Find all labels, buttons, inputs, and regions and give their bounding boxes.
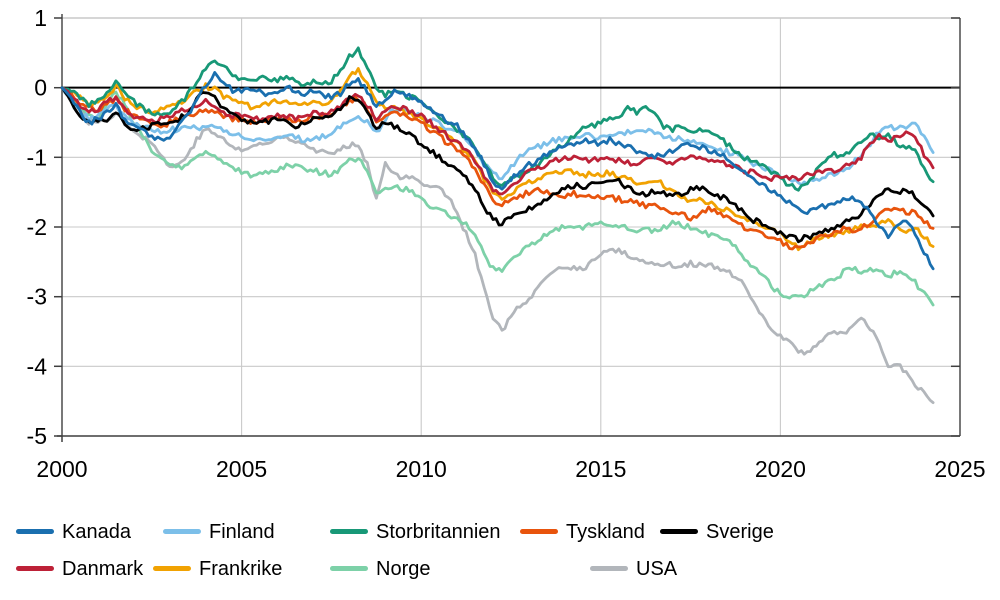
legend-swatch-norge bbox=[330, 566, 368, 571]
legend-label: USA bbox=[636, 557, 678, 580]
legend-swatch-finland bbox=[163, 529, 201, 534]
y-tick-label: -4 bbox=[27, 353, 48, 379]
y-tick-label: -5 bbox=[27, 423, 47, 449]
legend-label: Finland bbox=[209, 520, 275, 543]
legend-label: Norge bbox=[376, 557, 431, 580]
series-line-usa bbox=[60, 86, 935, 404]
legend-swatch-kanada bbox=[16, 529, 54, 534]
legend-swatch-sverige bbox=[660, 529, 698, 534]
legend-item-norge: Norge bbox=[330, 559, 590, 579]
y-tick-label: -1 bbox=[27, 144, 47, 170]
y-tick-label: -3 bbox=[27, 284, 47, 310]
chart-canvas: 1 0 -1 -2 -3 -4 -5 2000 2005 2010 2015 2020 2025 bbox=[27, 5, 986, 482]
legend-swatch-usa bbox=[590, 566, 628, 571]
series-line-tyskland bbox=[60, 86, 935, 251]
legend-row-2: Danmark Frankrike Norge USA bbox=[16, 550, 996, 587]
line-chart: 1 0 -1 -2 -3 -4 -5 2000 2005 2010 2015 2020 2025 bbox=[27, 5, 986, 482]
legend-item-danmark: Danmark bbox=[16, 559, 153, 579]
legend-swatch-storbritannien bbox=[330, 529, 368, 534]
series-line-kanada bbox=[60, 71, 935, 271]
x-tick-label: 2005 bbox=[216, 456, 267, 482]
legend-label: Storbritannien bbox=[376, 520, 501, 543]
y-tick-label: 1 bbox=[34, 5, 47, 31]
x-tick-label: 2020 bbox=[755, 456, 806, 482]
x-tick-label: 2025 bbox=[934, 456, 985, 482]
legend-item-usa: USA bbox=[590, 559, 690, 579]
series-line-sverige bbox=[60, 86, 935, 244]
legend-item-tyskland: Tyskland bbox=[520, 522, 660, 542]
y-tick-label: 0 bbox=[34, 75, 47, 101]
legend-swatch-frankrike bbox=[153, 566, 191, 571]
legend-label: Danmark bbox=[62, 557, 144, 580]
x-tick-label: 2000 bbox=[36, 456, 87, 482]
series-line-finland bbox=[60, 86, 935, 187]
legend: Kanada Finland Storbritannien Tyskland Sveri… bbox=[16, 513, 996, 587]
x-tick-label: 2015 bbox=[575, 456, 626, 482]
legend-item-kanada: Kanada bbox=[16, 522, 163, 542]
legend-row-1: Kanada Finland Storbritannien Tyskland Sveri… bbox=[16, 513, 996, 550]
y-tick-label: -2 bbox=[27, 214, 47, 240]
legend-label: Kanada bbox=[62, 520, 131, 543]
series-line-storbritannien bbox=[60, 46, 935, 192]
legend-swatch-danmark bbox=[16, 566, 54, 571]
series-line-norge bbox=[60, 86, 935, 307]
series-line-danmark bbox=[60, 86, 935, 196]
x-tick-label: 2010 bbox=[396, 456, 447, 482]
legend-item-storbritannien: Storbritannien bbox=[330, 522, 520, 542]
legend-label: Tyskland bbox=[566, 520, 645, 543]
legend-item-sverige: Sverige bbox=[660, 522, 780, 542]
legend-label: Sverige bbox=[706, 520, 774, 543]
legend-swatch-tyskland bbox=[520, 529, 558, 534]
legend-item-finland: Finland bbox=[163, 522, 330, 542]
legend-label: Frankrike bbox=[199, 557, 283, 580]
legend-item-frankrike: Frankrike bbox=[153, 559, 330, 579]
